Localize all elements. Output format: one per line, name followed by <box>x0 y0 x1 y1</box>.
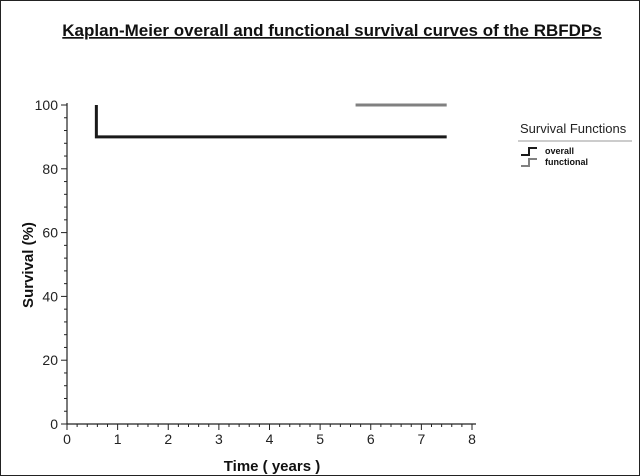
series-layer <box>94 103 447 139</box>
legend-symbol-overall <box>521 147 537 156</box>
y-tick-label: 60 <box>42 225 58 241</box>
legend-label-overall: overall <box>545 146 574 156</box>
x-tick-label: 0 <box>63 431 71 447</box>
legend-title: Survival Functions <box>520 121 627 136</box>
y-tick-label: 20 <box>42 352 58 368</box>
x-tick-label: 7 <box>417 431 425 447</box>
axes: 0 20 40 60 80 100 0 1 2 3 4 5 6 7 8 <box>35 97 476 447</box>
series-overall-line <box>94 105 447 139</box>
x-axis-label: Time ( years ) <box>224 458 320 475</box>
legend-label-functional: functional <box>545 157 588 167</box>
y-tick-label: 80 <box>42 161 58 177</box>
x-tick-label: 6 <box>367 431 375 447</box>
y-tick-label: 100 <box>35 97 59 113</box>
x-tick-label: 8 <box>468 431 476 447</box>
y-axis-label: Survival (%) <box>20 222 37 308</box>
x-tick-label: 4 <box>266 431 274 447</box>
legend-symbol-functional <box>521 158 537 167</box>
x-tick-label: 2 <box>164 431 172 447</box>
y-tick-label: 40 <box>42 288 58 304</box>
x-tick-label: 3 <box>215 431 223 447</box>
chart-title: Kaplan-Meier overall and functional surv… <box>62 21 601 40</box>
x-tick-label: 5 <box>316 431 324 447</box>
x-tick-label: 1 <box>114 431 122 447</box>
y-tick-label: 0 <box>50 416 58 432</box>
